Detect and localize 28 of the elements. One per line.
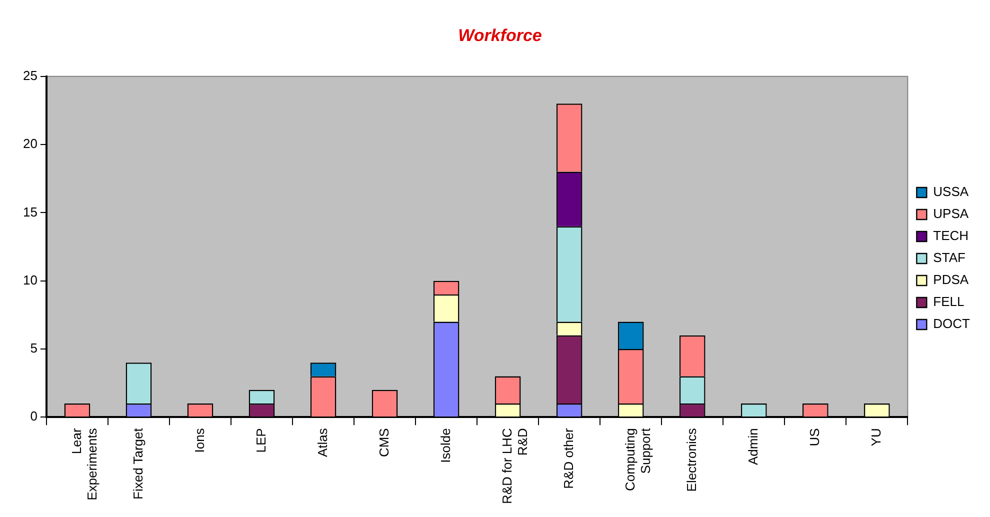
- legend-label: PDSA: [933, 272, 969, 288]
- x-tick-label: Computing Support: [622, 428, 654, 492]
- x-tick-label: Isolde: [438, 428, 453, 463]
- legend-label: DOCT: [933, 316, 970, 332]
- x-tick-label: LEP: [253, 428, 268, 453]
- x-tick-label: US: [806, 428, 822, 446]
- legend-label: USSA: [933, 184, 969, 200]
- x-tick-label: Ions: [192, 428, 207, 453]
- x-tick-label: Admin: [745, 428, 760, 466]
- legend-label: FELL: [933, 294, 964, 310]
- y-tick-label: 15: [22, 204, 38, 220]
- x-tick-label: Atlas: [314, 428, 330, 458]
- legend-label: TECH: [933, 228, 969, 244]
- x-tick-label: R&D for LHC R&D: [499, 428, 530, 504]
- x-tick-label: Fixed Target: [130, 428, 146, 500]
- y-tick-label: 25: [22, 68, 38, 83]
- y-tick-label: 5: [30, 340, 38, 356]
- x-tick-label: CMS: [376, 428, 392, 458]
- x-tick-label: YU: [868, 428, 884, 446]
- x-tick-label: R&D other: [560, 427, 576, 489]
- x-tick-label: Lear Experiments: [68, 427, 100, 500]
- legend-label: UPSA: [933, 206, 969, 222]
- legend-label: STAF: [933, 250, 966, 266]
- y-tick-label: 0: [30, 408, 38, 424]
- x-tick-label: Electronics: [684, 428, 699, 492]
- y-tick-label: 20: [22, 136, 38, 152]
- chart-title: Workforce: [458, 26, 542, 45]
- y-tick-label: 10: [22, 272, 38, 288]
